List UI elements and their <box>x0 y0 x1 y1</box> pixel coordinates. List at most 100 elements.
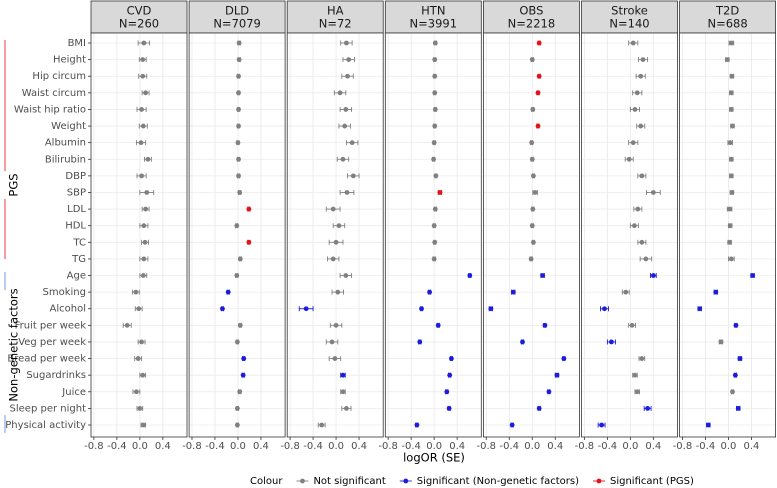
x-tick-label: 0.0 <box>328 441 344 452</box>
point <box>639 239 645 245</box>
x-tick-label: 0.0 <box>426 441 442 452</box>
point <box>237 256 243 262</box>
point <box>626 156 632 162</box>
point <box>340 389 346 395</box>
panel <box>189 33 286 437</box>
x-tick-label: 0.4 <box>253 441 269 452</box>
point <box>728 256 734 262</box>
point <box>528 256 534 262</box>
point <box>728 40 734 46</box>
point <box>728 107 734 112</box>
point <box>727 206 733 212</box>
panel <box>385 33 482 437</box>
panel-border <box>482 32 580 438</box>
panel <box>483 33 580 437</box>
point <box>431 223 437 229</box>
x-tick-label: 0.0 <box>132 441 148 452</box>
x-tick-label: 0.0 <box>524 441 540 452</box>
y-tick-label: Hip circum <box>32 71 86 82</box>
y-tick-label: Fruit per week <box>15 320 87 331</box>
facet-title: CVD <box>127 4 152 18</box>
point <box>141 256 147 262</box>
x-axis-title: logOR (SE) <box>403 451 465 465</box>
x-tick-label: 0.4 <box>547 441 563 452</box>
point <box>343 107 349 112</box>
point <box>730 123 735 129</box>
panel <box>679 33 776 437</box>
legend-key <box>300 478 305 484</box>
y-tick-label: DBP <box>65 171 86 182</box>
facet-title: HTN <box>421 4 445 18</box>
point <box>713 289 719 295</box>
y-tick-label: Alcohol <box>50 304 86 315</box>
point <box>727 140 733 146</box>
point <box>629 322 635 328</box>
y-tick-label: Veg per week <box>18 337 86 348</box>
y-tick-label: Juice <box>61 387 86 398</box>
x-tick-label: -0.8 <box>378 441 398 452</box>
point <box>639 173 645 179</box>
point <box>640 57 646 63</box>
y-tick-label: Height <box>53 55 86 66</box>
point <box>419 306 424 312</box>
point <box>145 156 151 162</box>
point <box>246 206 252 212</box>
point <box>225 289 231 295</box>
y-tick-label: BMI <box>68 38 86 49</box>
point <box>540 273 546 278</box>
point <box>732 372 738 378</box>
y-tick-label: Physical activity <box>5 420 86 431</box>
point <box>529 140 535 146</box>
point <box>344 190 350 195</box>
point <box>631 223 637 229</box>
point <box>554 372 560 378</box>
group-label: PGS <box>7 173 21 196</box>
point <box>447 372 453 378</box>
point <box>414 422 420 428</box>
y-tick-label: Sugardrinks <box>26 370 86 381</box>
point <box>139 107 144 112</box>
x-tick-label: -0.4 <box>696 441 716 452</box>
point <box>143 90 149 96</box>
point <box>431 140 437 146</box>
point <box>236 173 241 179</box>
point <box>632 372 638 378</box>
point <box>529 57 535 63</box>
point <box>236 40 242 46</box>
point <box>432 40 438 46</box>
point <box>138 140 144 146</box>
panel <box>287 33 384 437</box>
facet-strip <box>90 0 188 34</box>
point <box>643 256 649 262</box>
x-tick-label: -0.8 <box>182 441 202 452</box>
x-tick-label: -0.4 <box>303 441 323 452</box>
point <box>329 339 335 345</box>
legend-label: Significant (Non-genetic factors) <box>417 476 579 487</box>
point <box>136 306 142 312</box>
point <box>140 273 146 278</box>
point <box>142 239 148 245</box>
point <box>235 140 241 146</box>
facet-strip <box>679 0 776 34</box>
point <box>630 40 636 46</box>
point <box>432 107 438 112</box>
point <box>435 322 441 328</box>
point <box>529 223 535 229</box>
point <box>234 405 240 411</box>
point <box>531 173 536 179</box>
legend-title: Colour <box>250 476 283 487</box>
point <box>236 123 241 129</box>
point <box>236 156 241 162</box>
point <box>634 389 640 395</box>
point <box>650 273 656 278</box>
point <box>431 156 436 162</box>
point <box>335 289 341 295</box>
point <box>727 223 733 229</box>
facet-subtitle: N=72 <box>319 17 352 31</box>
point <box>728 173 734 179</box>
point <box>340 156 346 162</box>
point <box>634 90 640 96</box>
point <box>330 206 336 212</box>
point <box>536 405 542 411</box>
point <box>535 90 541 96</box>
